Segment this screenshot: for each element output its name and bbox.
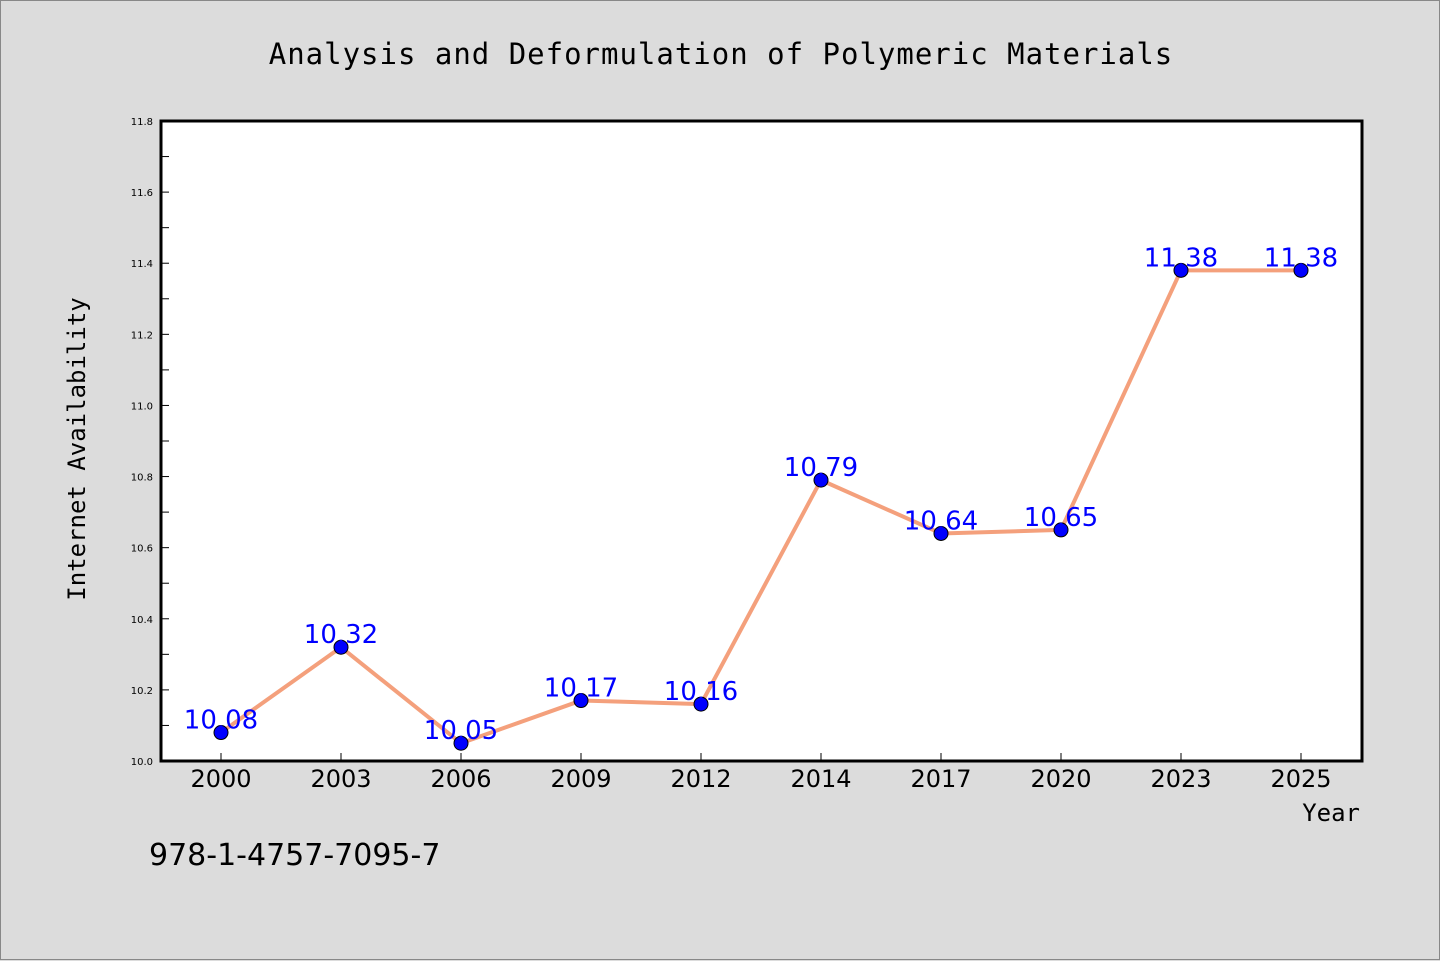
x-tick-label: 2000 — [190, 765, 251, 793]
data-label: 10.79 — [784, 453, 858, 483]
data-point — [1293, 262, 1309, 278]
data-point — [573, 693, 589, 709]
data-point — [813, 472, 829, 488]
x-tick-label: 2006 — [430, 765, 491, 793]
isbn-text: 978-1-4757-7095-7 — [149, 838, 440, 873]
x-tick-label: 2014 — [790, 765, 851, 793]
series-line — [219, 268, 1301, 746]
x-tick-label: 2023 — [1150, 765, 1211, 793]
data-point — [933, 525, 949, 541]
data-label: 10.32 — [304, 620, 378, 650]
plot-area — [159, 119, 1364, 763]
y-axis: 10.0 10.2 10.4 10.6 10.8 11.0 11.2 11.4 11.6 11.8 — [131, 117, 169, 768]
series-layer — [213, 262, 1309, 751]
x-tick-label: 2020 — [1030, 765, 1091, 793]
data-point — [693, 696, 709, 712]
data-point — [453, 735, 469, 751]
y-tick-label: 11.4 — [131, 259, 153, 270]
x-axis-label: Year — [1302, 799, 1360, 827]
data-label: 10.05 — [424, 716, 498, 746]
x-tick-label: 2003 — [310, 765, 371, 793]
y-tick-label: 10.8 — [131, 473, 153, 484]
data-point — [1173, 262, 1189, 278]
x-axis: 2000 2003 2006 2009 2012 2014 2017 2020 2023 2025 — [190, 753, 1332, 793]
data-label: 11.38 — [1264, 243, 1338, 273]
y-tick-label: 11.2 — [131, 330, 153, 341]
data-label: 10.64 — [904, 506, 978, 536]
data-labels: 10.08 10.32 10.05 10.17 10.16 10.79 10.64 10.65… — [184, 243, 1338, 746]
y-axis-label: Internet Availability — [63, 297, 91, 600]
data-point — [1053, 522, 1069, 538]
data-label: 10.65 — [1024, 503, 1098, 533]
x-tick-label: 2017 — [910, 765, 971, 793]
chart-title: Analysis and Deformulation of Polymeric … — [269, 37, 1174, 71]
y-tick-label: 10.6 — [131, 544, 153, 555]
y-tick-label: 11.6 — [131, 188, 153, 199]
x-tick-label: 2009 — [550, 765, 611, 793]
y-tick-label: 11.0 — [131, 401, 153, 412]
x-tick-label: 2025 — [1270, 765, 1331, 793]
y-tick-label: 10.0 — [131, 757, 153, 768]
data-label: 10.17 — [544, 674, 618, 704]
x-tick-label: 2012 — [670, 765, 731, 793]
y-tick-label: 10.2 — [131, 686, 153, 697]
y-tick-label: 11.8 — [131, 117, 153, 128]
data-point — [333, 639, 349, 655]
data-label: 10.08 — [184, 706, 258, 736]
data-point — [213, 725, 229, 741]
y-tick-label: 10.4 — [131, 615, 153, 626]
data-label: 10.16 — [664, 677, 738, 707]
data-label: 11.38 — [1144, 243, 1218, 273]
